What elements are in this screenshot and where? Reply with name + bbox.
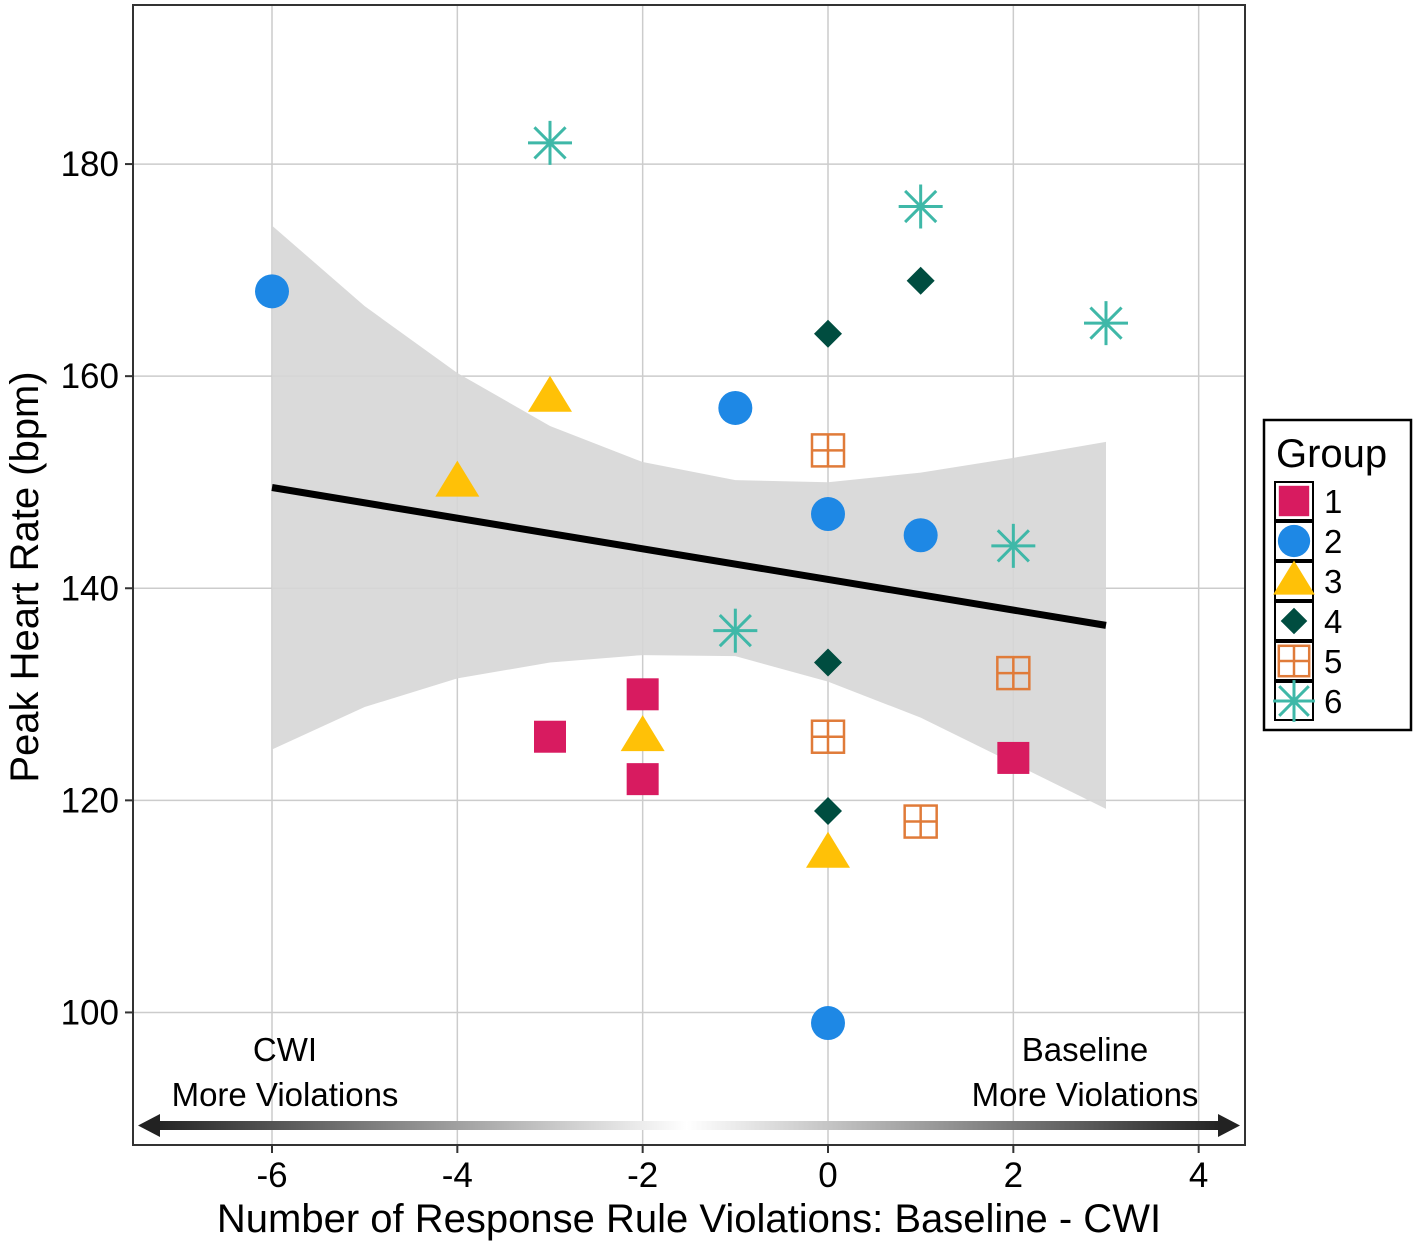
point-group-1 [626,678,659,711]
y-tick-label: 160 [61,357,119,396]
legend-entry-3: 3 [1273,560,1342,601]
point-group-6 [991,523,1036,568]
legend-label-3: 3 [1324,563,1342,600]
annotation-left-line-2: More Violations [172,1076,399,1113]
x-tick-label: 0 [818,1156,837,1195]
point-group-6 [1084,301,1128,346]
y-tick-label: 140 [61,569,119,608]
y-tick-label: 180 [61,145,119,184]
legend-title: Group [1276,432,1387,476]
legend-entry-2: 2 [1274,521,1342,561]
annotation-right-line-2: More Violations [972,1076,1199,1113]
point-group-2 [811,1006,845,1041]
point-group-2 [903,518,938,553]
legend-symbol-5 [1277,644,1311,678]
point-group-6 [713,608,758,653]
annotation-left-line-1: CWI [253,1031,317,1068]
x-tick-label: -6 [256,1156,287,1195]
point-group-5 [810,433,846,468]
point-group-5 [810,719,846,754]
x-axis-title: Number of Response Rule Violations: Base… [217,1197,1161,1241]
y-tick-label: 120 [61,781,119,820]
point-group-5 [903,804,938,839]
y-axis-title: Peak Heart Rate (bpm) [3,371,47,782]
point-group-3 [620,715,665,752]
legend-label-2: 2 [1324,523,1342,560]
point-group-6 [528,120,572,165]
point-group-1 [997,741,1030,774]
point-group-3 [806,831,850,868]
legend-entry-4: 4 [1274,601,1342,641]
point-group-4 [906,266,935,295]
regression-line [271,484,1107,629]
right-arrow-head-icon [1218,1114,1240,1137]
point-group-5 [996,655,1031,691]
point-group-4 [814,648,842,677]
point-group-4 [814,319,842,348]
confidence-band [272,225,1106,809]
point-group-4 [814,796,842,825]
legend-label-1: 1 [1324,483,1342,520]
point-group-3 [528,375,572,412]
legend-symbol-4 [1280,607,1308,635]
point-group-2 [811,497,845,532]
legend-label-6: 6 [1324,683,1342,720]
legend-symbol-2 [1277,524,1311,558]
legend-label-5: 5 [1324,643,1342,680]
point-group-6 [898,184,943,229]
y-tick-label: 100 [61,993,119,1032]
x-tick-label: 2 [1004,1156,1023,1195]
x-tick-label: 4 [1189,1156,1208,1195]
legend-symbol-6 [1273,680,1315,722]
point-group-1 [626,763,659,796]
legend-label-4: 4 [1324,603,1342,640]
legend-symbol-3 [1273,560,1315,595]
left-arrow-head-icon [138,1114,160,1137]
x-tick-label: -4 [442,1156,473,1195]
point-group-1 [534,720,566,753]
direction-arrow-bar [152,1121,1222,1130]
plot-border [132,4,1246,1146]
legend-entry-6: 6 [1273,680,1342,722]
legend-entry-5: 5 [1274,641,1342,681]
point-group-3 [435,460,480,497]
legend-entry-1: 1 [1274,481,1342,521]
point-group-2 [255,274,289,309]
annotation-right-line-1: Baseline [1022,1031,1149,1068]
x-tick-label: -2 [627,1156,658,1195]
legend-symbol-1 [1278,485,1310,517]
point-group-2 [718,390,753,425]
